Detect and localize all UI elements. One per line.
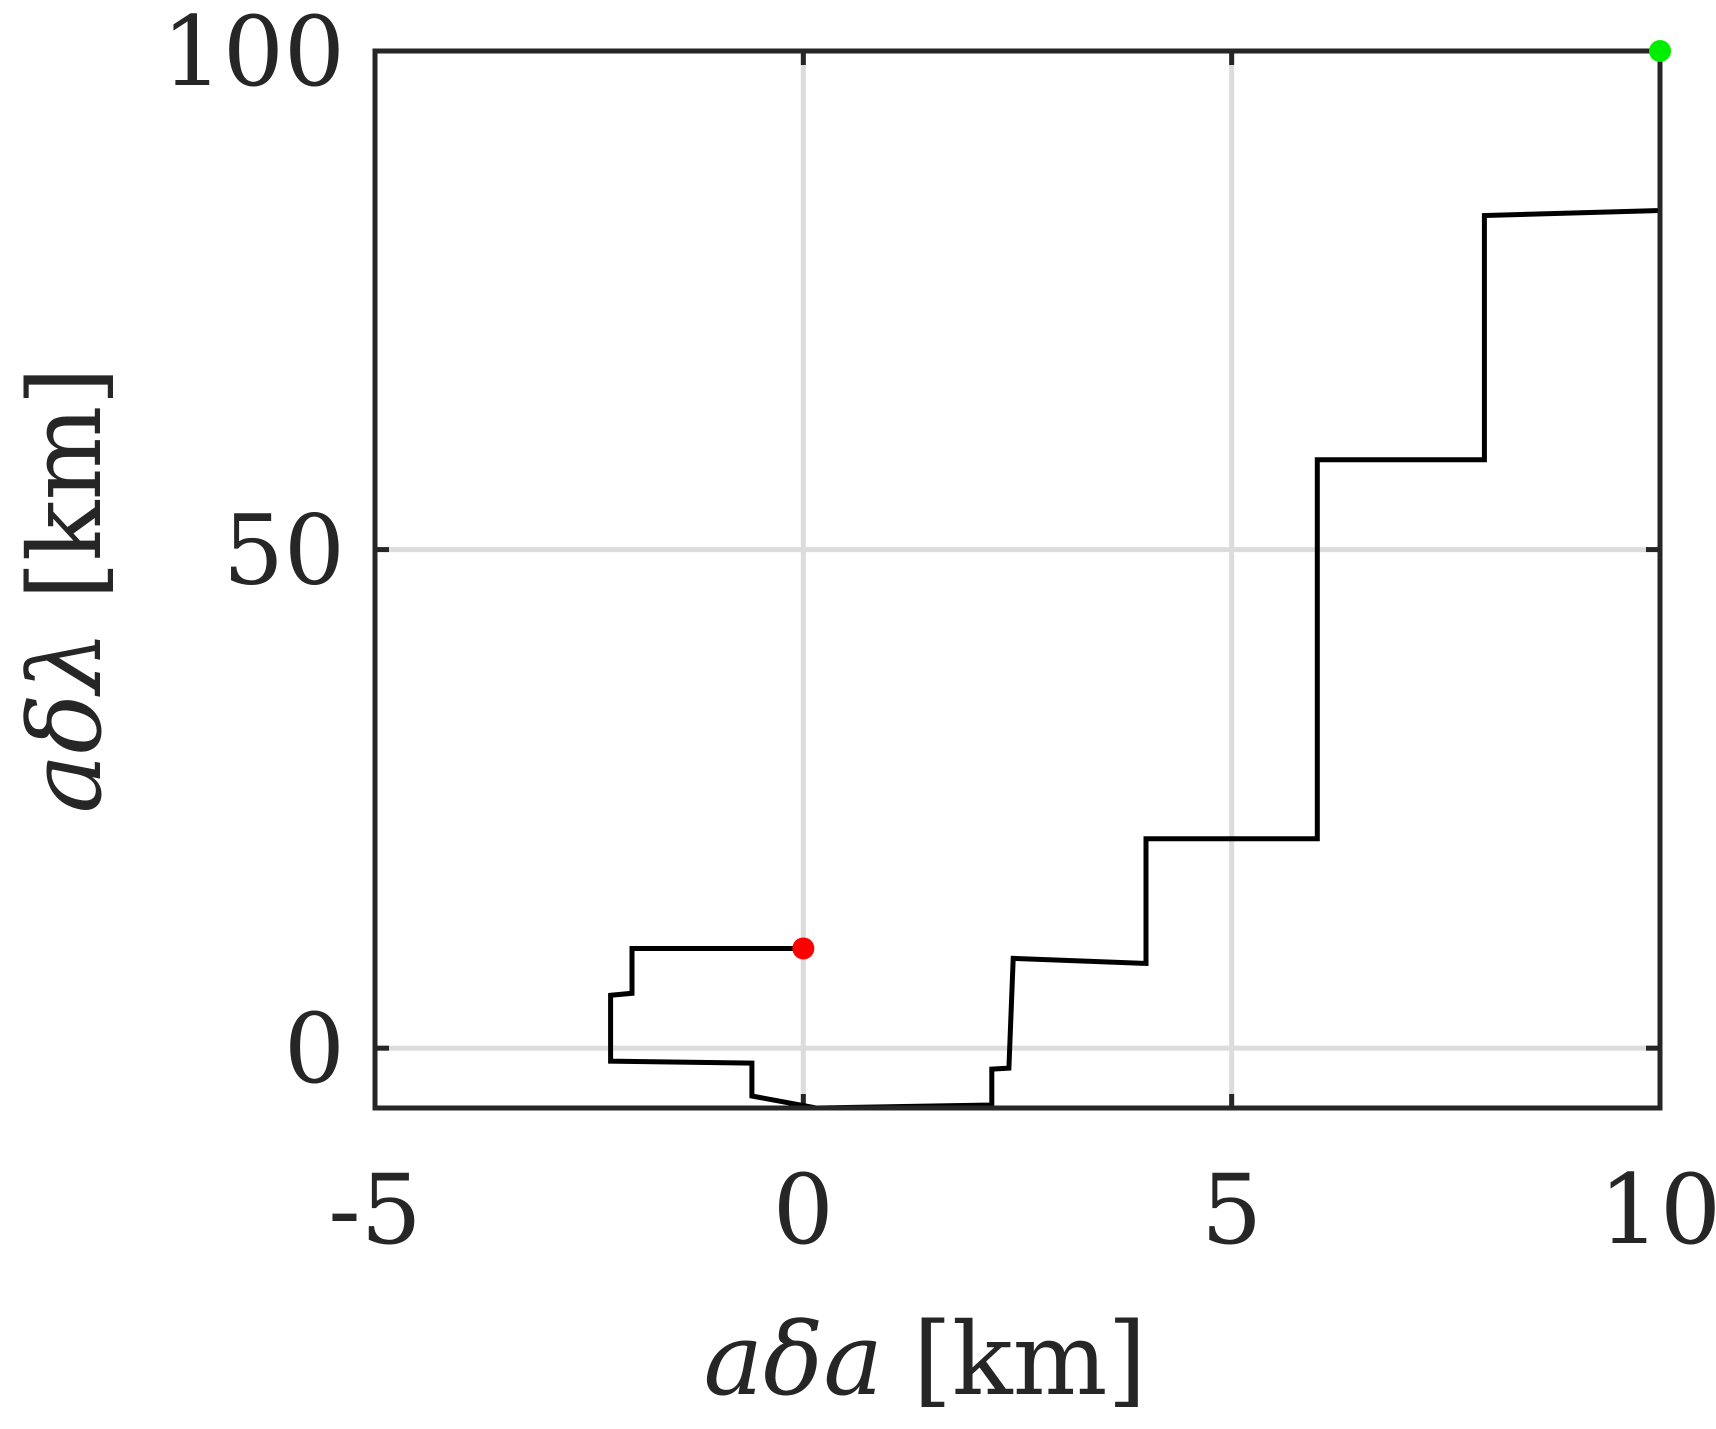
- grid-lines: [375, 51, 1660, 1108]
- x-axis-unit: [km]: [913, 1301, 1146, 1418]
- y-axis-label: aδλ [km]: [7, 367, 124, 814]
- y-tick-label: 0: [284, 993, 345, 1105]
- trajectory-line: [608, 51, 1663, 1111]
- plot-frame: [372, 48, 1663, 1111]
- x-tick-label: 0: [773, 1154, 834, 1266]
- x-tick-label: -5: [328, 1154, 422, 1266]
- y-tick-labels: 0 50 100: [162, 0, 345, 1105]
- y-tick-label: 100: [162, 0, 345, 108]
- x-tick-labels: -5 0 5 10: [328, 1154, 1716, 1266]
- x-axis-label: aδa [km]: [704, 1301, 1147, 1418]
- tick-marks: [372, 48, 1663, 1108]
- start-marker: [792, 937, 815, 960]
- y-axis-symbol: aδλ: [7, 630, 124, 813]
- y-tick-label: 50: [223, 495, 345, 607]
- y-axis-unit: [km]: [7, 367, 124, 600]
- x-tick-label: 5: [1201, 1154, 1262, 1266]
- series-layer: [608, 51, 1663, 1111]
- x-tick-label: 10: [1599, 1154, 1716, 1266]
- markers-layer: [792, 40, 1671, 960]
- end-marker: [1649, 40, 1671, 62]
- x-axis-symbol: aδa: [704, 1301, 883, 1418]
